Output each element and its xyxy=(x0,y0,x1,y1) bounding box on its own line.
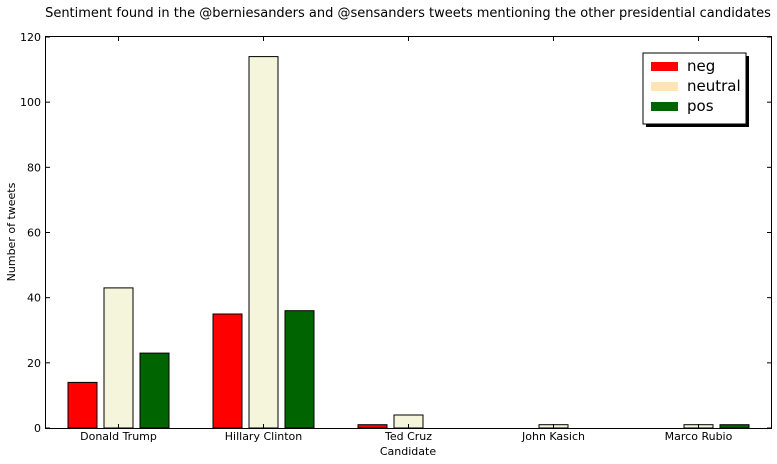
y-tick-label: 120 xyxy=(20,31,41,44)
ticks-layer: 0 20 40 60 80 100 120 Donald Trump Hillary Clint… xyxy=(20,31,771,443)
x-tick-label: Ted Cruz xyxy=(384,430,432,443)
plot-frame xyxy=(45,36,772,429)
y-tick-label: 20 xyxy=(27,357,41,370)
bar-neutral-0 xyxy=(103,287,134,429)
y-tick-label: 60 xyxy=(27,227,41,240)
bar-neg-2 xyxy=(357,424,388,429)
x-tick-label: John Kasich xyxy=(521,430,585,443)
legend-swatch-neutral xyxy=(651,82,678,91)
legend-label-neg: neg xyxy=(687,57,715,75)
legend-label-pos: pos xyxy=(687,97,714,115)
legend-swatch-pos xyxy=(651,102,678,111)
legend: neg neutral pos xyxy=(642,52,749,127)
bar-pos-4 xyxy=(719,424,750,429)
y-tick-label: 100 xyxy=(20,96,41,109)
bar-pos-0 xyxy=(139,352,170,429)
bars-layer xyxy=(67,56,750,429)
bar-neutral-1 xyxy=(248,56,279,429)
y-axis-label: Number of tweets xyxy=(5,182,18,281)
chart-title: Sentiment found in the @berniesanders an… xyxy=(45,6,771,21)
bar-pos-1 xyxy=(284,310,315,429)
x-tick-label: Donald Trump xyxy=(80,430,157,443)
bar-neg-0 xyxy=(67,381,98,429)
legend-swatch-neg xyxy=(651,62,678,71)
legend-label-neutral: neutral xyxy=(687,77,741,95)
y-tick-label: 0 xyxy=(34,422,41,435)
x-axis-label: Candidate xyxy=(380,445,436,458)
x-tick-label: Hillary Clinton xyxy=(225,430,303,443)
bar-neg-1 xyxy=(212,313,243,429)
x-tick-label: Marco Rubio xyxy=(665,430,733,443)
y-tick-label: 80 xyxy=(27,161,41,174)
y-tick-label: 40 xyxy=(27,292,41,305)
